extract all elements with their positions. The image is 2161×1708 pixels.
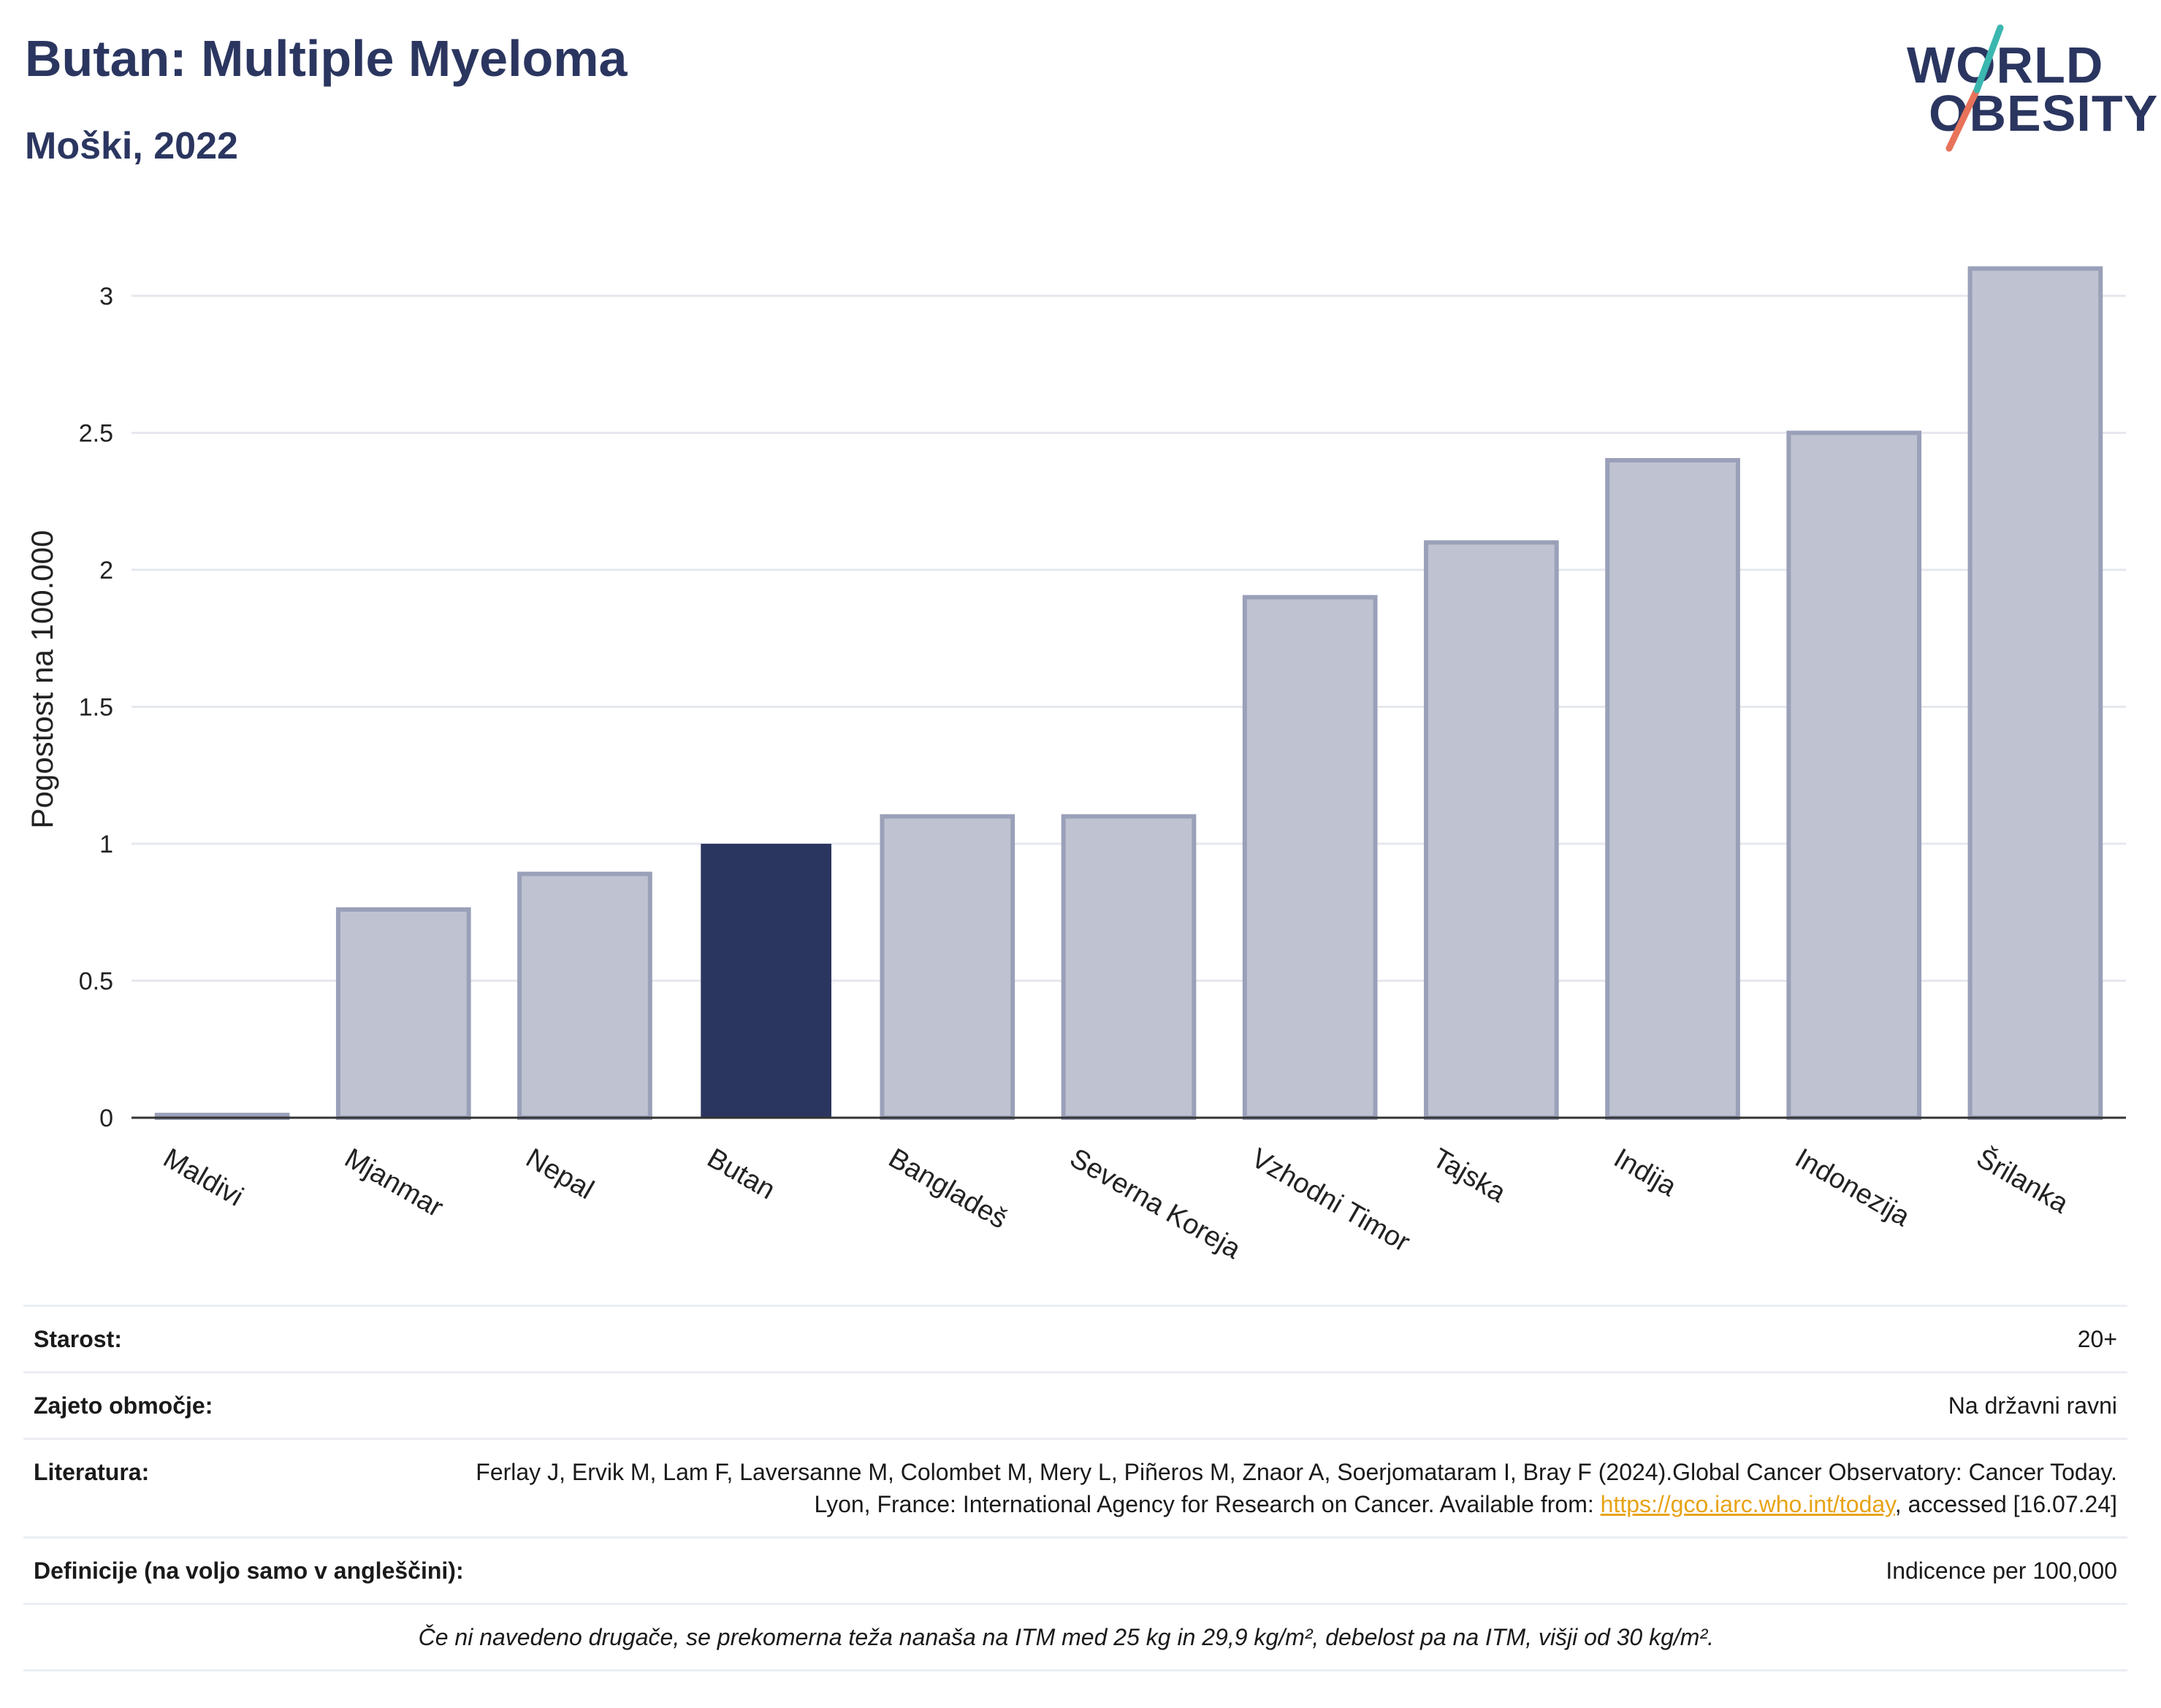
info-row-age: Starost: 20+ [23,1305,2127,1371]
bar [1061,814,1197,1120]
bar [517,872,652,1120]
age-label: Starost: [34,1326,122,1352]
y-tick-label: 0 [99,1105,113,1132]
y-tick-label: 0.5 [79,968,113,996]
x-tick-label: Butan [702,1143,780,1205]
bar [1424,540,1559,1120]
logo-slash-icon [1945,24,2004,152]
bar [880,814,1015,1120]
x-axis-labels: Maldivi Mjanmar Nepal Butan Bangladeš Severna… [158,1142,2074,1266]
y-tick-label: 1.5 [79,694,113,722]
info-table: Starost: 20+ Zajeto območje: Na državni … [23,1305,2127,1671]
coverage-value: Na državni ravni [1948,1392,2117,1419]
y-tick-label: 2 [99,557,113,584]
logo-line1: WORLD [1907,37,2104,94]
age-value: 20+ [2077,1326,2117,1352]
definitions-value: Indicence per 100,000 [1886,1558,2117,1584]
literature-suffix: , accessed [16.07.24] [1894,1491,2117,1517]
x-tick-label: Vzhodni Timor [1246,1143,1415,1258]
chart-title: Butan: Multiple Myeloma [25,30,628,87]
bar [335,907,471,1120]
bar [1605,458,1740,1120]
x-tick-label: Tajska [1428,1143,1512,1209]
x-tick-label: Šrilanka [1971,1142,2075,1220]
info-row-coverage: Zajeto območje: Na državni ravni [23,1371,2127,1438]
literature-value: Ferlay J, Ervik M, Lam F, Laversanne M, … [437,1456,2117,1520]
x-tick-label: Maldivi [158,1143,248,1212]
y-tick-label: 3 [99,283,113,310]
literature-text: Ferlay J, Ervik M, Lam F, Laversanne M, … [476,1459,2117,1517]
literature-label: Literatura: [34,1459,150,1485]
x-tick-label: Mjanmar [340,1143,449,1223]
y-tick-label: 2.5 [79,420,113,448]
bar [1786,430,1922,1120]
bar-chart: 0 0.5 1 1.5 2 2.5 3 Maldivi Mjanmar Nepal Butan Ba… [25,266,2126,1266]
y-axis-ticks: 0 0.5 1 1.5 2 2.5 3 [79,283,113,1132]
x-tick-label: Severna Koreja [1064,1143,1246,1265]
coverage-label: Zajeto območje: [34,1392,213,1419]
bar [1242,595,1378,1120]
literature-link[interactable]: https://gco.iarc.who.int/today [1600,1491,1895,1517]
info-row-literature: Literatura: Ferlay J, Ervik M, Lam F, La… [23,1438,2127,1536]
x-tick-label: Bangladeš [883,1143,1013,1235]
x-tick-label: Indija [1609,1143,1682,1202]
info-row-definitions: Definicije (na voljo samo v angleščini):… [23,1536,2127,1603]
note-text: Če ni navedeno drugače, se prekomerna te… [418,1624,1714,1650]
x-tick-label: Indonezija [1790,1143,1916,1232]
bar [701,844,831,1118]
x-tick-label: Nepal [521,1143,599,1205]
chart-subtitle: Moški, 2022 [25,125,238,167]
bar [1967,266,2103,1120]
bars [154,266,2103,1120]
y-axis-label: Pogostost na 100.000 [25,530,59,829]
info-row-note: Če ni navedeno drugače, se prekomerna te… [23,1603,2127,1671]
definitions-label: Definicije (na voljo samo v angleščini): [34,1558,464,1584]
world-obesity-logo: WORLD OBESITY [1907,20,2157,159]
y-tick-label: 1 [99,831,113,858]
